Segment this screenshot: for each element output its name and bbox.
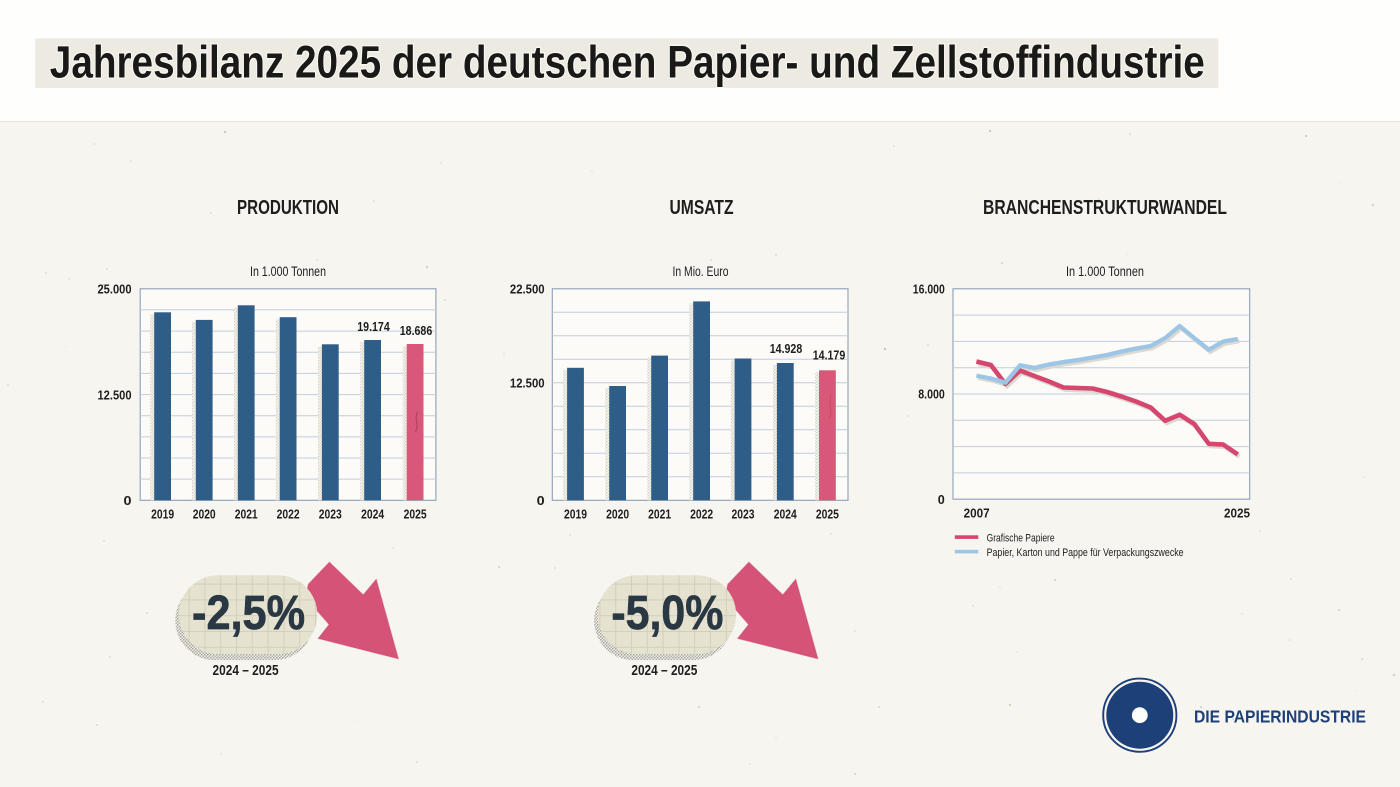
svg-text:2021: 2021 (235, 507, 258, 522)
svg-text:2022: 2022 (690, 507, 713, 522)
svg-text:2024: 2024 (361, 507, 385, 522)
svg-text:2021: 2021 (648, 507, 671, 522)
svg-text:2019: 2019 (564, 507, 587, 522)
svg-text:2024 – 2025: 2024 – 2025 (631, 662, 697, 679)
svg-text:In 1.000 Tonnen: In 1.000 Tonnen (1066, 264, 1144, 279)
svg-text:0: 0 (537, 493, 545, 508)
svg-text:BRANCHENSTRUKTURWANDEL: BRANCHENSTRUKTURWANDEL (983, 196, 1227, 219)
svg-text:2024 – 2025: 2024 – 2025 (213, 662, 279, 679)
svg-text:22.500: 22.500 (510, 282, 545, 297)
svg-text:2025: 2025 (1224, 506, 1250, 521)
svg-text:2007: 2007 (964, 506, 990, 521)
svg-text:In 1.000 Tonnen: In 1.000 Tonnen (250, 264, 326, 279)
svg-text:0: 0 (124, 493, 132, 508)
svg-text:2019: 2019 (151, 507, 174, 522)
svg-text:2020: 2020 (193, 507, 216, 522)
svg-text:14.928: 14.928 (770, 341, 803, 356)
svg-text:19.174: 19.174 (357, 319, 390, 334)
svg-text:12.500: 12.500 (98, 387, 132, 402)
svg-text:25.000: 25.000 (98, 282, 132, 297)
svg-text:0: 0 (938, 492, 945, 507)
svg-text:PRODUKTION: PRODUKTION (237, 196, 339, 219)
svg-text:-2,5%: -2,5% (192, 586, 305, 640)
svg-text:Papier, Karton und Pappe für V: Papier, Karton und Pappe für Verpackungs… (987, 547, 1184, 559)
svg-text:2024: 2024 (774, 507, 798, 522)
svg-text:18.686: 18.686 (400, 323, 433, 338)
svg-text:UMSATZ: UMSATZ (670, 196, 734, 219)
svg-text:2020: 2020 (606, 507, 629, 522)
svg-text:2022: 2022 (277, 507, 300, 522)
svg-text:Jahresbilanz 2025 der deutsche: Jahresbilanz 2025 der deutschen Papier- … (50, 36, 1205, 87)
svg-text:Grafische Papiere: Grafische Papiere (987, 533, 1055, 545)
svg-text:DIE PAPIERINDUSTRIE: DIE PAPIERINDUSTRIE (1194, 706, 1366, 726)
svg-text:8.000: 8.000 (918, 387, 945, 402)
svg-text:-5,0%: -5,0% (611, 586, 723, 640)
svg-text:2023: 2023 (319, 507, 342, 522)
svg-text:16.000: 16.000 (913, 281, 945, 296)
svg-text:2025: 2025 (816, 507, 839, 522)
svg-text:12.500: 12.500 (510, 376, 545, 391)
svg-text:14.179: 14.179 (813, 348, 846, 363)
svg-text:In Mio. Euro: In Mio. Euro (673, 264, 729, 279)
svg-text:2023: 2023 (732, 507, 755, 522)
svg-text:2025: 2025 (404, 507, 427, 522)
